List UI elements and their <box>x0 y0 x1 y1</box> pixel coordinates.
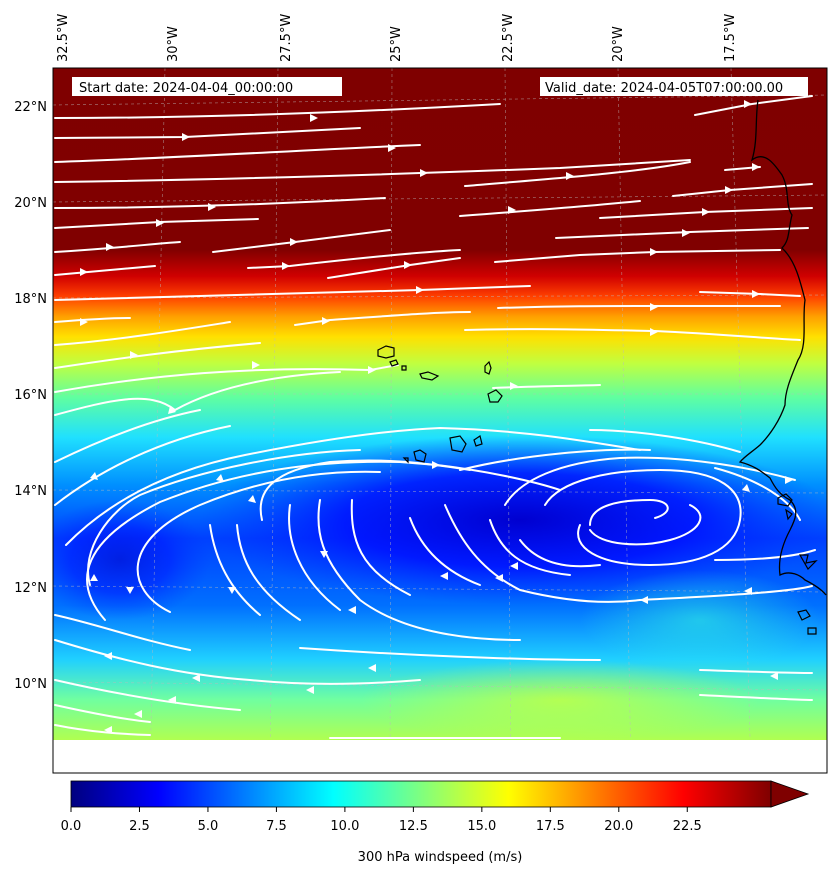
start-date-text: Start date: 2024-04-04_00:00:00 <box>79 81 293 96</box>
streamlines <box>54 95 816 739</box>
lat-label-22n: 22°N <box>14 100 47 115</box>
africa-coastline <box>738 99 827 596</box>
lon-label-27-5w: 27.5°W <box>279 14 294 62</box>
lon-label-32-5w: 32.5°W <box>56 14 71 62</box>
coastline-bissau <box>777 493 818 635</box>
lat-label-12n: 12°N <box>14 581 47 596</box>
colorbar-tick-label: 20.0 <box>604 819 633 834</box>
lat-label-16n: 16°N <box>14 388 47 403</box>
low-wind-west-patch <box>53 500 210 620</box>
colorbar-extend-arrow <box>770 780 810 808</box>
colorbar-tick-label: 5.0 <box>198 819 219 834</box>
colorbar-gradient <box>70 780 772 808</box>
valid-date-box: Valid_date: 2024-04-05T07:00:00.00 <box>540 77 808 96</box>
lon-label-20w: 20°W <box>611 26 626 62</box>
colorbar-label: 300 hPa windspeed (m/s) <box>358 850 523 865</box>
latitude-labels: 22°N 20°N 18°N 16°N 14°N 12°N 10°N <box>14 100 47 692</box>
longitude-labels: 32.5°W 30°W 27.5°W 25°W 22.5°W 20°W 17.5… <box>56 14 738 62</box>
lat-label-10n: 10°N <box>14 677 47 692</box>
colorbar-tick-label: 22.5 <box>673 819 702 834</box>
yellow-patch-south <box>360 660 760 740</box>
low-wind-vortex-core <box>200 435 827 605</box>
colorbar-tick-label: 12.5 <box>399 819 428 834</box>
map-panel <box>53 68 827 740</box>
colorbar: 0.0 2.5 5.0 7.5 10.0 12.5 15.0 17.5 20.0 22.5 300… <box>61 780 810 865</box>
colorbar-tick-label: 10.0 <box>330 819 359 834</box>
lat-label-14n: 14°N <box>14 484 47 499</box>
valid-date-text: Valid_date: 2024-04-05T07:00:00.00 <box>545 81 783 96</box>
colorbar-ticks: 0.0 2.5 5.0 7.5 10.0 12.5 15.0 17.5 20.0 22.5 <box>61 807 702 834</box>
colorbar-tick-label: 0.0 <box>61 819 82 834</box>
lon-label-22-5w: 22.5°W <box>501 14 516 62</box>
lat-label-20n: 20°N <box>14 196 47 211</box>
lon-label-25w: 25°W <box>389 26 404 62</box>
lon-label-17-5w: 17.5°W <box>723 14 738 62</box>
map-frame <box>52 67 828 774</box>
colorbar-tick-label: 15.0 <box>467 819 496 834</box>
colorbar-tick-label: 17.5 <box>536 819 565 834</box>
cape-verde-islands <box>377 345 503 464</box>
lon-label-30w: 30°W <box>166 26 181 62</box>
lat-label-18n: 18°N <box>14 292 47 307</box>
cyan-patch-east <box>580 570 820 670</box>
graticule <box>53 68 827 740</box>
streamline-arrows <box>80 100 793 734</box>
colorbar-tick-label: 2.5 <box>129 819 150 834</box>
start-date-box: Start date: 2024-04-04_00:00:00 <box>72 77 342 96</box>
colorbar-tick-label: 7.5 <box>266 819 287 834</box>
